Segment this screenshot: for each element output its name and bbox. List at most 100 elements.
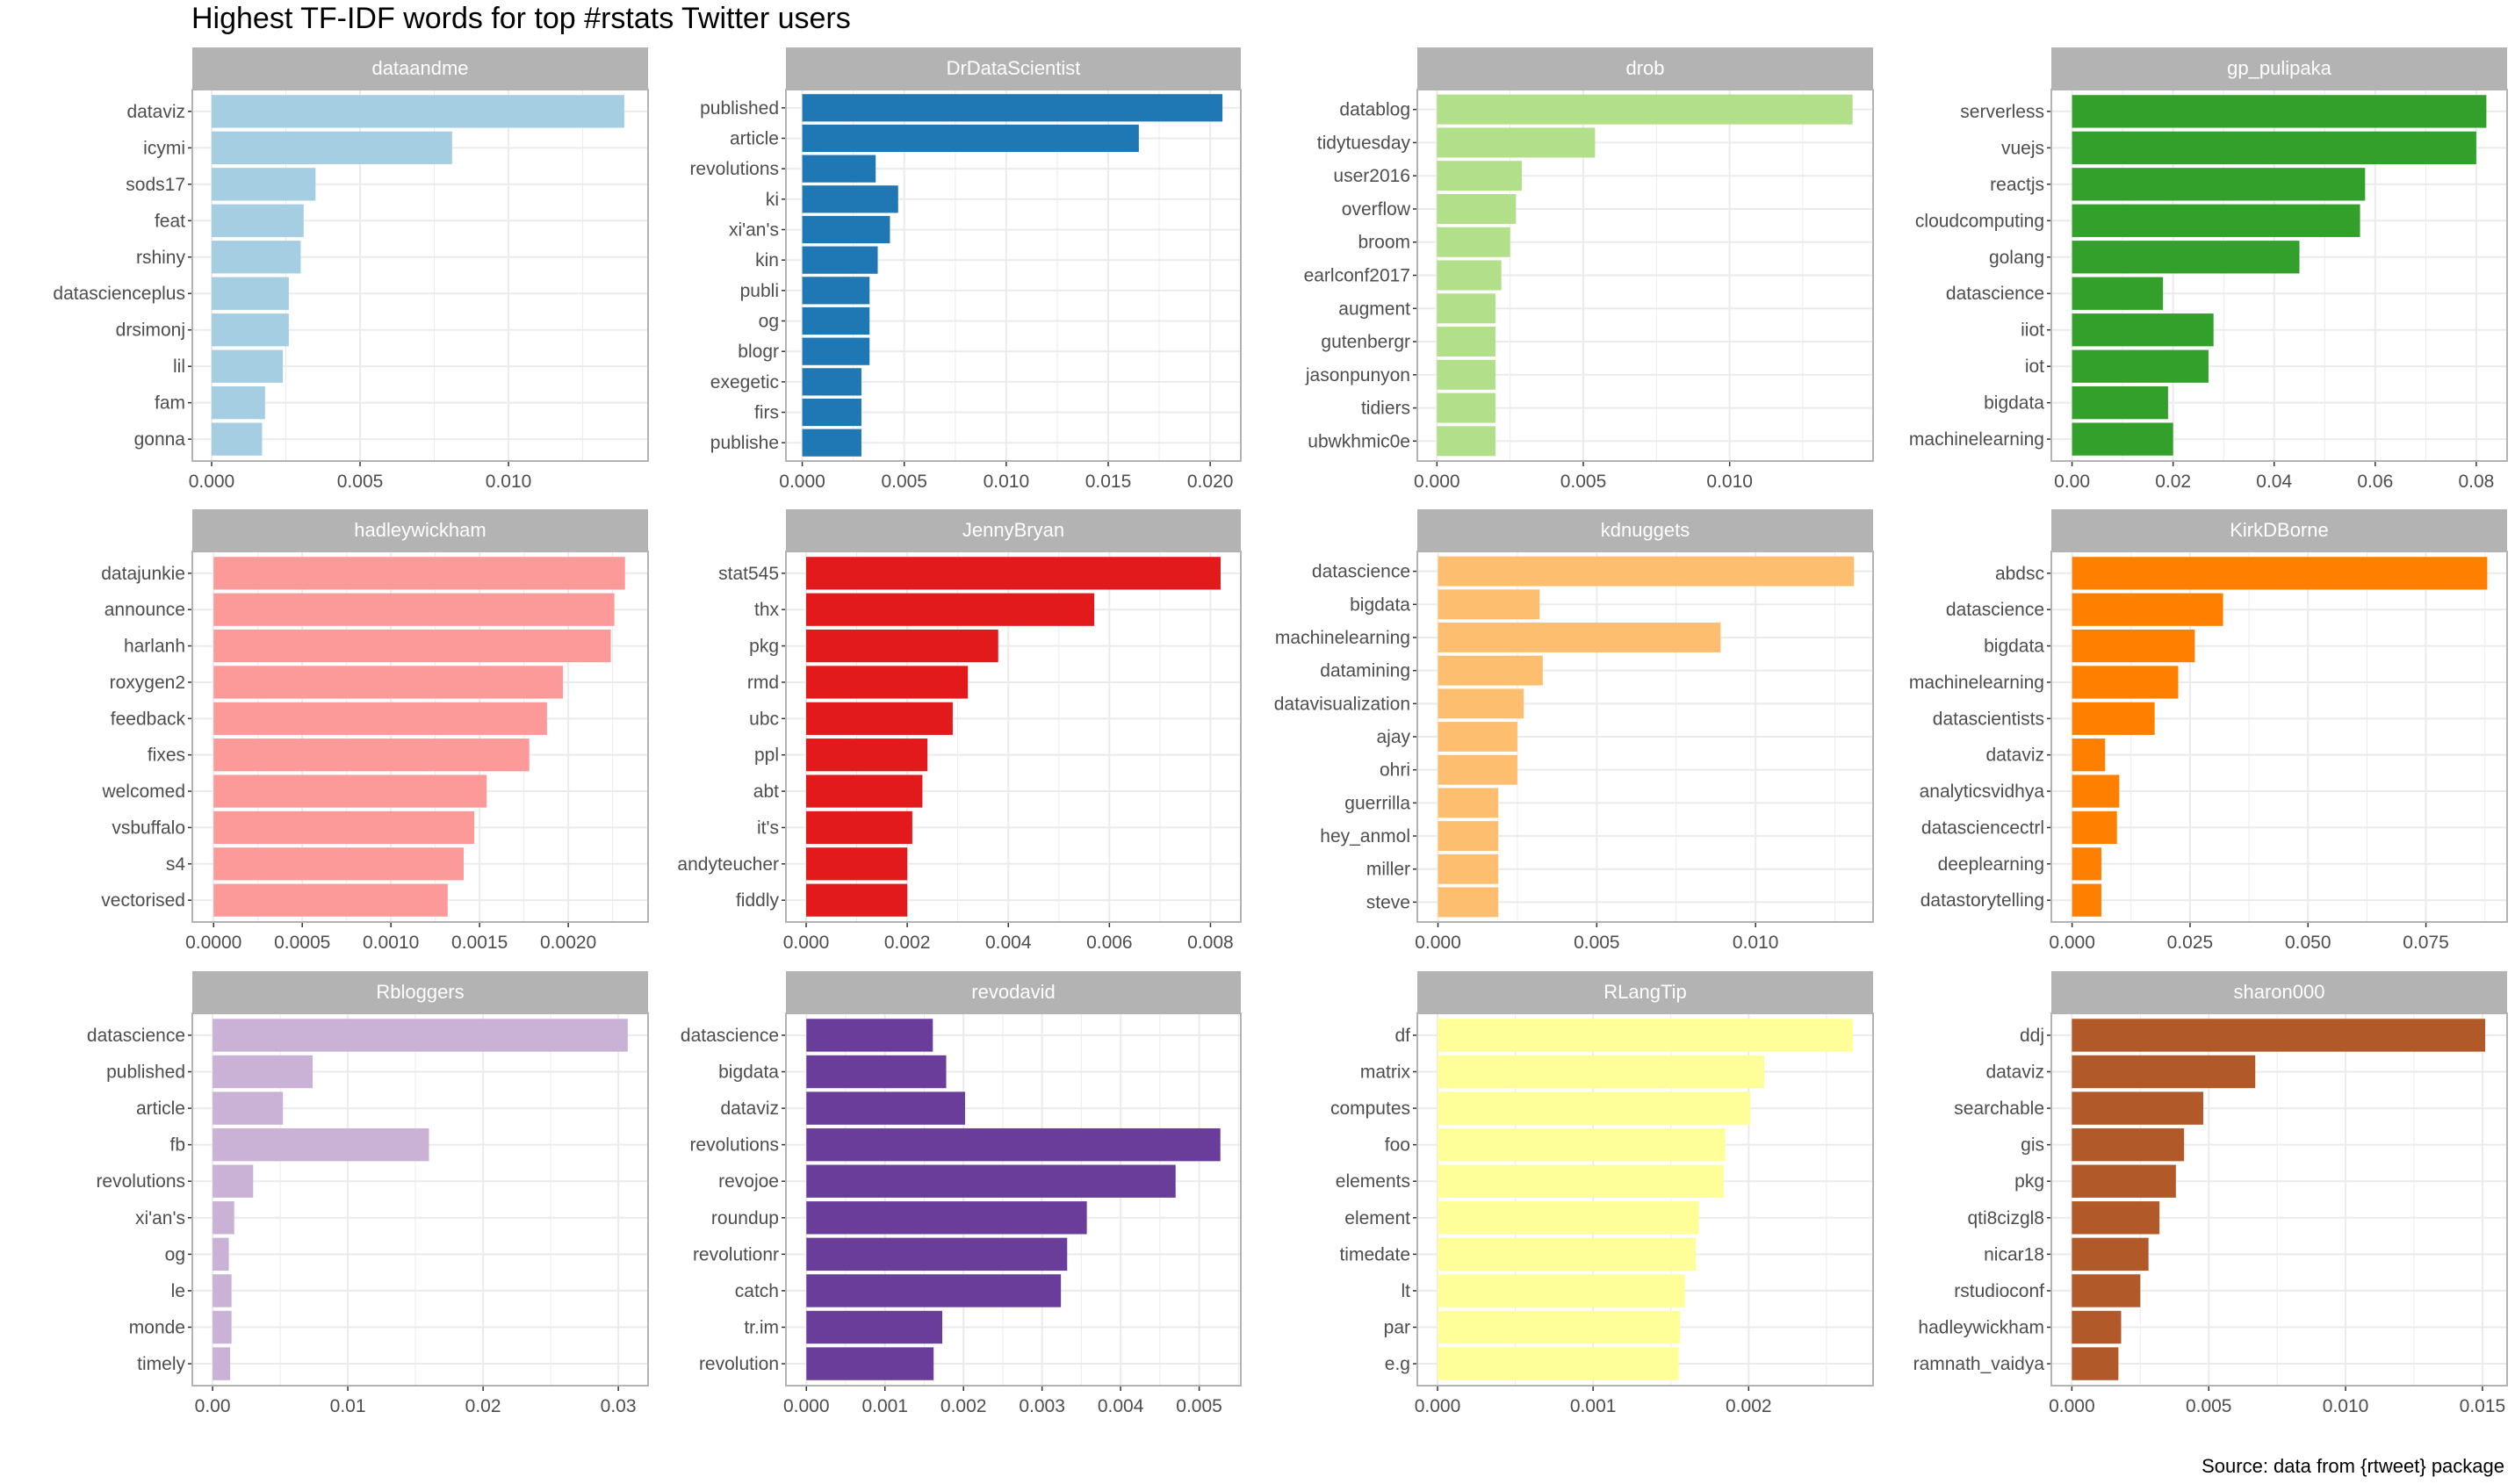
category-label: sods17: [126, 175, 185, 195]
strip-RLangTip: [1417, 971, 1873, 1013]
category-label: computes: [1330, 1099, 1410, 1119]
category-label: published: [700, 98, 779, 119]
category-label: datascienceplus: [53, 284, 185, 304]
bar-sods17: [211, 168, 316, 201]
x-tick-label: 0.002: [940, 1396, 987, 1416]
bar-revolutions: [213, 1164, 254, 1198]
panel-border: [785, 89, 1242, 462]
bar-golang: [2072, 241, 2300, 274]
category-label: datavisualization: [1274, 694, 1410, 714]
panel-gp_pulipaka: gp_pulipaka serverless vuejs reactjs cloudco…: [1909, 47, 2508, 492]
strip-label: RLangTip: [1603, 981, 1687, 1003]
category-label: xi'an's: [729, 220, 779, 240]
bar-tr.im: [806, 1310, 943, 1344]
bar-bigdata: [2072, 385, 2168, 420]
category-label: xi'an's: [135, 1208, 185, 1228]
x-tick-label: 0.0010: [363, 933, 419, 953]
panel-kdnuggets: kdnuggets datascience bigdata machinelearni…: [1274, 509, 1874, 953]
category-label: ubwkhmic0e: [1308, 431, 1410, 451]
category-label: s4: [166, 854, 186, 875]
category-label: tr.im: [744, 1317, 779, 1337]
category-label: feat: [155, 211, 185, 231]
category-label: rshiny: [136, 248, 186, 268]
bar-vectorised: [213, 883, 448, 917]
bar-ajay: [1438, 722, 1517, 752]
strip-KirkDBorne: [2051, 509, 2507, 551]
strip-Rbloggers: [192, 971, 648, 1013]
bar-dataviz: [211, 95, 624, 128]
category-label: abt: [753, 782, 779, 802]
category-label: fixes: [148, 746, 185, 766]
category-label: announce: [104, 600, 185, 620]
bar-ubc: [806, 702, 953, 735]
bar-abdsc: [2072, 557, 2488, 590]
x-tick-label: 0.005: [1574, 933, 1620, 953]
category-label: abdsc: [1995, 564, 2044, 584]
panel-border: [2050, 551, 2508, 923]
bar-tidytuesday: [1437, 127, 1596, 158]
x-tick-label: 0.005: [1560, 472, 1607, 492]
panel-drob: drob datablog tidytuesday user2016 overflow b…: [1304, 47, 1874, 492]
panel-hadleywickham: hadleywickham datajunkie announce harlanh ro…: [101, 509, 649, 953]
category-label: stat545: [718, 564, 779, 584]
bar-article: [213, 1091, 284, 1125]
chart-caption: Source: data from {rtweet} package: [2202, 1455, 2504, 1477]
bar-datajunkie: [213, 557, 625, 590]
category-label: vectorised: [101, 890, 185, 911]
category-label: datascientists: [1933, 709, 2044, 729]
strip-label: revodavid: [971, 981, 1055, 1003]
panel-border: [191, 89, 649, 462]
bar-monde: [213, 1310, 232, 1344]
x-tick-label: 0.000: [1414, 472, 1460, 492]
category-label: machinelearning: [1909, 673, 2044, 693]
category-label: gutenbergr: [1321, 332, 1410, 352]
category-label: harlanh: [124, 637, 185, 657]
strip-label: gp_pulipaka: [2227, 57, 2331, 79]
bar-nicar18: [2072, 1237, 2149, 1271]
strip-kdnuggets: [1417, 509, 1873, 551]
bar-published: [213, 1055, 313, 1089]
category-label: revolutionr: [693, 1244, 779, 1264]
bar-le: [213, 1274, 232, 1308]
category-label: bigdata: [1350, 594, 1410, 615]
bar-published: [802, 94, 1223, 122]
category-label: andyteucher: [677, 854, 779, 875]
category-label: catch: [735, 1281, 779, 1301]
panel-JennyBryan: JennyBryan stat545 thx pkg rmd ubc ppl abt it's a…: [677, 509, 1242, 953]
category-label: article: [136, 1099, 185, 1119]
category-label: ohri: [1380, 760, 1410, 781]
bar-iiot: [2072, 313, 2214, 347]
x-tick-label: 0.006: [1086, 933, 1133, 953]
category-label: gonna: [134, 429, 186, 450]
bar-rshiny: [211, 241, 301, 274]
bar-datastorytelling: [2072, 883, 2101, 917]
bar-datavisualization: [1438, 688, 1524, 719]
x-tick-label: 0.003: [1019, 1396, 1065, 1416]
category-label: fam: [155, 393, 185, 414]
panel-RLangTip: RLangTip df matrix computes foo elements eleme…: [1330, 971, 1874, 1416]
bar-roundup: [806, 1201, 1087, 1235]
category-label: kin: [755, 250, 779, 270]
bar-computes: [1438, 1091, 1751, 1125]
bar-datascience: [1438, 556, 1855, 587]
bar-abt: [806, 774, 923, 808]
bar-xi'an's: [802, 215, 890, 244]
category-label: reactjs: [1990, 175, 2044, 195]
bar-df: [1438, 1019, 1853, 1052]
bar-element: [1438, 1201, 1699, 1235]
x-tick-label: 0.0005: [274, 933, 330, 953]
bar-deeplearning: [2072, 847, 2101, 881]
bar-blogr: [802, 337, 870, 365]
panel-KirkDBorne: KirkDBorne abdsc datascience bigdata machine…: [1909, 509, 2508, 953]
bar-datamining: [1438, 655, 1543, 686]
category-label: blogr: [738, 342, 779, 362]
strip-label: drob: [1625, 57, 1664, 79]
bar-exegetic: [802, 368, 861, 396]
category-label: matrix: [1360, 1063, 1411, 1083]
bar-qti8cizgl8: [2072, 1201, 2160, 1235]
bar-datascientists: [2072, 702, 2155, 735]
bar-rstudioconf: [2072, 1274, 2141, 1308]
category-label: user2016: [1333, 166, 1410, 186]
bar-revolution: [806, 1347, 934, 1380]
